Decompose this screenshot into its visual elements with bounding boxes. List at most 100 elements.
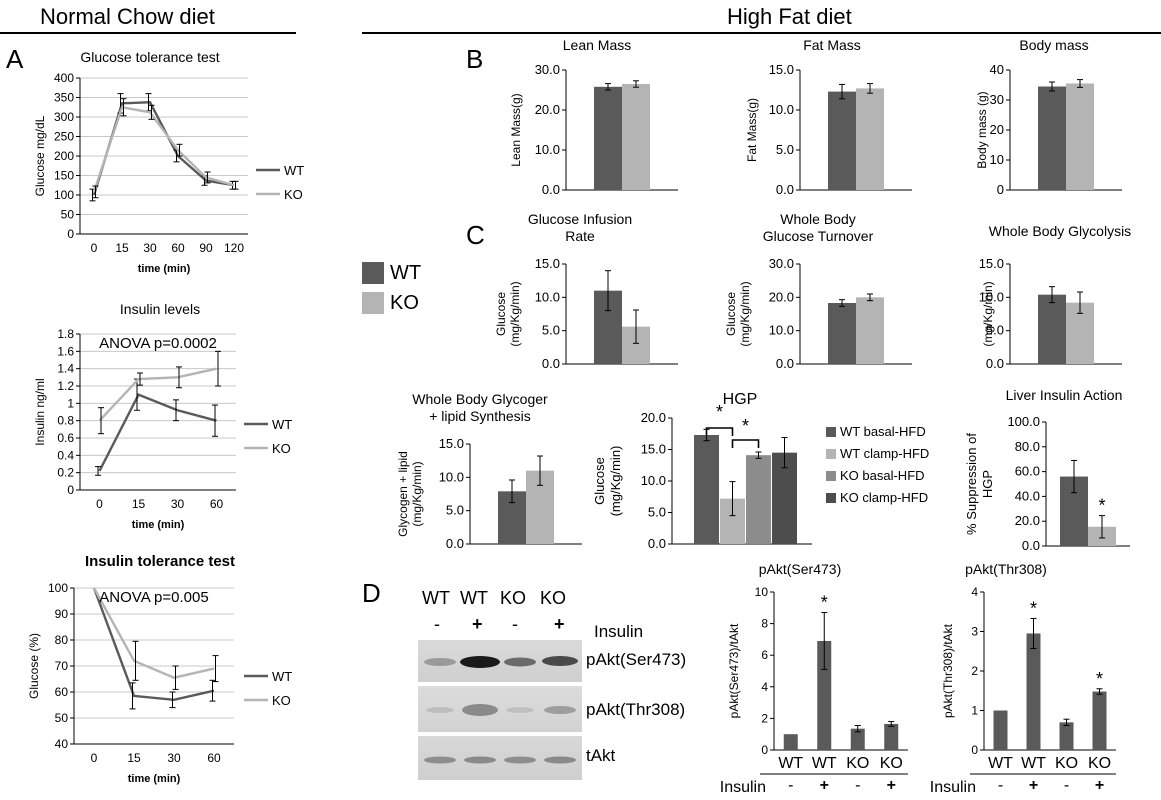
hgp-legend-label: WT basal-HFD <box>840 424 926 439</box>
thr308-bar-4 <box>1092 691 1107 750</box>
gtt-ytick-label: 100 <box>54 188 74 202</box>
hgp-legend-swatch <box>826 471 836 481</box>
header-normal-rule <box>0 32 296 34</box>
insulin-series-wt <box>98 393 217 472</box>
hgp-significance: * <box>716 402 723 422</box>
blot-thr308 <box>418 686 582 732</box>
thr308-bar-3 <box>1059 722 1074 750</box>
glycolysis-ytick-label: 15.0 <box>979 256 1004 271</box>
liver-ytick-label: 0.0 <box>1022 538 1040 553</box>
blot-thr308-bands <box>426 704 576 716</box>
glycolysis-ytick-label: 5.0 <box>986 323 1004 338</box>
hgp-ylabel: (mg/Kg/min) <box>608 446 623 517</box>
body-bar-1 <box>1038 86 1066 190</box>
hgp-ytick-label: 20.0 <box>641 410 666 425</box>
thr308-title: pAkt(Thr308) <box>965 561 1047 577</box>
glycolysis-title: Whole Body Glycolysis <box>989 223 1131 239</box>
hgp-title: HGP <box>723 391 758 408</box>
ser473-significance: * <box>821 593 828 613</box>
blot-label-ser473: pAkt(Ser473) <box>586 650 687 669</box>
hgp-bar-3 <box>746 455 771 544</box>
ser473-ytick-label: 8 <box>761 617 768 631</box>
legend-main-ko-swatch <box>362 292 384 314</box>
lean-ytick-label: 30.0 <box>535 62 560 77</box>
insulin-ytick-label: 0.6 <box>57 431 74 445</box>
lean-ytick-label: 20.0 <box>535 102 560 117</box>
lean-ytick-label: 10.0 <box>535 142 560 157</box>
gtt-legend-label: WT <box>284 163 304 178</box>
panel-label-a: A <box>6 44 24 74</box>
turnover-title: Glucose Turnover <box>763 228 874 244</box>
gir-title: Rate <box>565 228 595 244</box>
lane-label-1: WT <box>422 588 450 608</box>
turnover-ytick-label: 30.0 <box>769 256 794 271</box>
itt-ylabel: Glucose (%) <box>27 633 41 699</box>
itt-xtick-label: 30 <box>167 751 181 765</box>
ser473-ytick-label: 4 <box>761 680 768 694</box>
insulin-sign-2: + <box>472 614 483 634</box>
ser473-xtick-label: WT <box>812 755 837 772</box>
hgp-legend-swatch <box>826 449 836 459</box>
insulin-series-ko <box>98 367 217 422</box>
thr308-insulin-sign: - <box>1064 777 1069 794</box>
body-ytick-label: 30 <box>990 92 1004 107</box>
insulin-ytick-label: 1 <box>67 396 74 410</box>
ser473-title: pAkt(Ser473) <box>759 561 841 577</box>
insulin-ytick-label: 0.4 <box>57 448 74 462</box>
glycogen-ylabel: (mg/Kg/min) <box>410 461 424 526</box>
insulin-legend-label: WT <box>272 417 292 432</box>
fat-title: Fat Mass <box>803 37 861 53</box>
legend-main-ko-label: KO <box>390 292 419 314</box>
itt-legend-label: KO <box>272 693 291 708</box>
thr308-ytick-label: 4 <box>971 585 978 599</box>
glycogen-ytick-label: 5.0 <box>446 503 464 518</box>
insulin-legend-label: KO <box>272 441 291 456</box>
body-bar-2 <box>1066 83 1094 190</box>
gir-ylabel: (mg/Kg/min) <box>508 281 522 346</box>
fat-bar-2 <box>856 88 884 190</box>
itt-ytick-label: 40 <box>55 737 69 751</box>
insulin-xtick-label: 0 <box>96 497 103 511</box>
hgp-ytick-label: 10.0 <box>641 473 666 488</box>
ser473-xtick-label: WT <box>778 755 803 772</box>
turnover-ytick-label: 0.0 <box>776 356 794 371</box>
panel-label-c: C <box>466 220 485 250</box>
ser473-insulin-sign: - <box>788 777 793 794</box>
lean-bar-2 <box>622 84 650 190</box>
liver-ylabel: HGP <box>980 470 995 498</box>
itt-annotation: ANOVA p=0.005 <box>99 589 208 606</box>
blot-takt-bands <box>424 756 576 764</box>
insulin-ytick-label: 1.6 <box>57 344 74 358</box>
hgp-bracket-clamp <box>731 439 760 448</box>
ser473-ytick-label: 2 <box>761 711 768 725</box>
insulin-row-label: Insulin <box>594 622 644 641</box>
lean-ytick-label: 0.0 <box>542 182 560 197</box>
insulin-ylabel: Insulin ng/ml <box>33 378 47 445</box>
itt-xtick-label: 60 <box>207 751 221 765</box>
fat-ytick-label: 10.0 <box>769 102 794 117</box>
lane-label-3: KO <box>500 588 527 608</box>
liver-ytick-label: 80.0 <box>1015 439 1040 454</box>
turnover-ytick-label: 10.0 <box>769 323 794 338</box>
lane-label-4: KO <box>540 588 567 608</box>
insulin-xtick-label: 30 <box>171 497 185 511</box>
legend-main: WT KO <box>362 262 462 322</box>
ser473-xtick-label: KO <box>846 755 869 772</box>
itt-xlabel: time (min) <box>128 773 181 785</box>
legend-main-wt-label: WT <box>390 262 422 284</box>
itt-series-wt <box>92 587 215 702</box>
gtt-xtick-label: 120 <box>224 241 244 255</box>
gtt-title: Glucose tolerance test <box>80 49 219 65</box>
insulin-ytick-label: 0.8 <box>57 414 74 428</box>
hgp-legend-label: WT clamp-HFD <box>840 446 929 461</box>
gtt-ytick-label: 350 <box>54 91 74 105</box>
thr308-significance: * <box>1096 669 1103 689</box>
ser473-ytick-label: 0 <box>761 743 768 757</box>
glycolysis-ytick-label: 10.0 <box>979 289 1004 304</box>
glycogen-ytick-label: 15.0 <box>439 436 464 451</box>
thr308-bar-1 <box>993 710 1008 750</box>
blot-takt <box>418 736 582 780</box>
insulin-ytick-label: 1.8 <box>57 327 74 341</box>
gtt-series-wt <box>92 100 235 196</box>
ser473-bar-4 <box>884 723 899 750</box>
